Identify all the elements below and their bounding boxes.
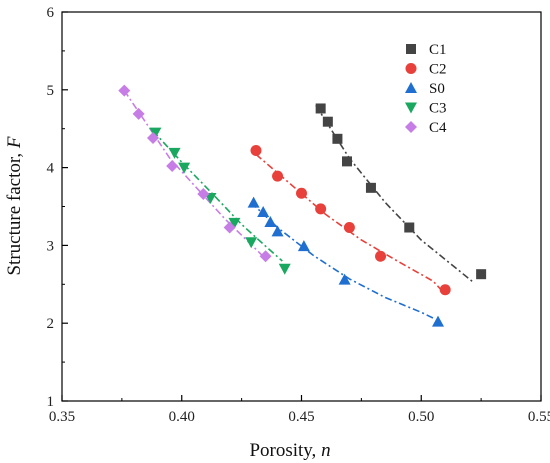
data-point-c2 [343,222,355,234]
x-axis-label: Porosity, n [249,440,330,461]
data-point-c1 [365,182,376,193]
fit-line-c3 [152,130,283,262]
data-point-c1 [476,269,487,280]
data-point-c3 [149,127,162,139]
fit-line-c1 [315,104,475,284]
legend-label-c3: C3 [429,101,447,117]
y-tick-label: 6 [47,5,55,21]
data-point-c2 [315,203,327,215]
data-point-c3 [178,162,191,174]
legend: C1 C2 S0 C3 C4 [405,42,447,136]
data-point-c2 [250,144,262,156]
data-point-s0 [338,273,351,285]
data-point-s0 [247,196,260,208]
legend-label-c4: C4 [429,120,447,136]
x-tick-label: 0.35 [49,409,75,425]
x-tick-label: 0.45 [288,409,314,425]
data-point-c3 [245,237,258,249]
legend-label-c2: C2 [429,62,447,78]
fit-line-c2 [255,153,441,290]
data-point-c2 [272,170,284,182]
legend-label-s0: S0 [429,81,445,97]
y-tick-label: 4 [47,161,55,177]
data-point-c1 [404,222,415,233]
y-tick-label: 5 [47,83,55,99]
data-point-c1 [322,116,333,127]
data-point-c3 [228,217,241,229]
x-axis-label-text: Porosity, [249,440,321,461]
data-point-c4 [259,250,272,263]
y-tick-label: 1 [47,394,55,410]
plot-frame [61,11,542,402]
data-point-c1 [332,133,343,144]
data-point-c3 [278,263,291,275]
y-axis-label-variable: F [4,136,25,149]
data-point-c3 [168,147,181,159]
data-point-c4 [147,132,160,145]
data-point-c4 [166,160,179,173]
data-point-c1 [315,103,326,114]
data-point-c4 [223,221,236,234]
x-axis-label-variable: n [321,440,331,461]
x-tick-label: 0.55 [528,409,550,425]
data-point-c1 [342,156,353,167]
y-axis-label: Structure factor, F [4,136,25,275]
data-point-c4 [197,188,210,201]
x-tick-label: 0.40 [169,409,195,425]
legend-label-c1: C1 [429,42,447,58]
data-point-s0 [257,205,270,217]
y-tick-label: 2 [47,316,55,332]
legend-marker-c1 [406,44,416,54]
legend-marker-c2 [405,63,417,74]
data-point-c2 [439,284,451,296]
data-point-c4 [132,107,145,120]
fit-line-c4 [123,90,269,262]
data-point-c4 [118,84,131,97]
data-point-c2 [296,187,307,199]
x-tick-label: 0.50 [408,409,434,425]
data-point-s0 [432,315,445,327]
legend-marker-c4 [405,121,417,133]
fit-line-s0 [250,202,436,321]
y-tick-label: 3 [47,238,55,254]
fit-lines [123,90,475,321]
legend-marker-c3 [405,102,417,114]
data-point-s0 [297,240,310,252]
data-point-s0 [264,216,277,228]
axes: 0.35 0.40 0.45 0.50 0.55 1 2 3 4 5 6 [47,5,550,425]
y-axis-label-text: Structure factor, [4,148,25,275]
legend-marker-s0 [405,82,417,93]
data-point-c2 [375,250,387,262]
data-point-s0 [271,225,284,237]
data-markers [118,84,487,327]
